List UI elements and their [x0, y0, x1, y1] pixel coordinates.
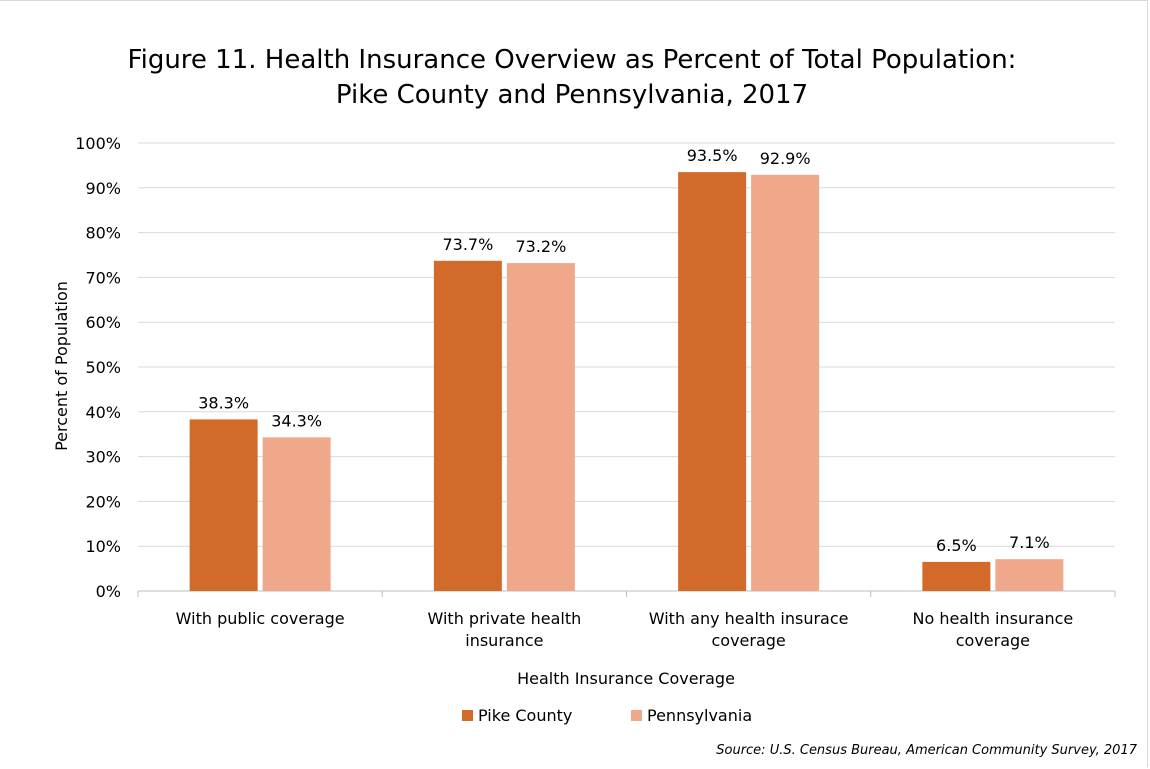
data-label: 38.3%: [198, 393, 249, 412]
data-label: 93.5%: [687, 146, 738, 165]
y-tick-label: 60%: [85, 313, 121, 332]
x-axis-categories: With public coverage With private health i…: [176, 609, 1074, 650]
y-tick-label: 50%: [85, 358, 121, 377]
bar-pennsylvania: [751, 174, 820, 592]
legend-label: Pike County: [478, 706, 572, 725]
bar-pike-county: [922, 561, 991, 591]
chart-title: Figure 11. Health Insurance Overview as …: [128, 45, 1017, 75]
legend-swatch: [631, 710, 642, 721]
data-label: 6.5%: [936, 536, 977, 555]
y-tick-label: 30%: [85, 448, 121, 467]
x-category-label: With private health: [428, 609, 582, 628]
bars: [189, 172, 1064, 592]
data-label: 73.2%: [515, 237, 566, 256]
y-tick-label: 90%: [85, 179, 121, 198]
y-tick-label: 70%: [85, 268, 121, 287]
bar-pike-county: [433, 260, 502, 591]
x-category-label: With public coverage: [176, 609, 345, 628]
legend: Pike County Pennsylvania: [462, 706, 752, 725]
y-tick-label: 0%: [96, 582, 121, 601]
x-category-label: coverage: [956, 631, 1030, 650]
data-labels: 38.3% 34.3% 73.7% 73.2% 93.5% 92.9% 6.5% 7.1%: [198, 146, 1049, 555]
x-axis-title: Health Insurance Coverage: [517, 669, 735, 688]
data-label: 34.3%: [271, 411, 322, 430]
x-category-label: coverage: [711, 631, 785, 650]
y-axis-title: Percent of Population: [52, 281, 71, 451]
y-tick-label: 40%: [85, 403, 121, 422]
y-tick-label: 100%: [75, 134, 121, 153]
chart-subtitle: Pike County and Pennsylvania, 2017: [336, 80, 808, 110]
legend-swatch: [462, 710, 473, 721]
bar-pennsylvania: [506, 263, 575, 591]
x-category-label: With any health insurace: [649, 609, 849, 628]
data-label: 73.7%: [442, 235, 493, 254]
y-tick-label: 20%: [85, 492, 121, 511]
bar-pennsylvania: [262, 437, 331, 591]
legend-label: Pennsylvania: [647, 706, 752, 725]
data-label: 92.9%: [760, 149, 811, 168]
bar-pike-county: [189, 419, 258, 591]
x-category-label: No health insurance: [912, 609, 1073, 628]
x-category-label: insurance: [465, 631, 543, 650]
bar-pike-county: [678, 172, 747, 591]
y-tick-label: 10%: [85, 537, 121, 556]
source-note: Source: U.S. Census Bureau, American Com…: [716, 743, 1137, 758]
bar-pennsylvania: [995, 559, 1064, 591]
y-axis-ticks: 0% 10% 20% 30% 40% 50% 60% 70% 80% 90% 100%: [75, 134, 121, 601]
data-label: 7.1%: [1009, 533, 1050, 552]
y-tick-label: 80%: [85, 224, 121, 243]
